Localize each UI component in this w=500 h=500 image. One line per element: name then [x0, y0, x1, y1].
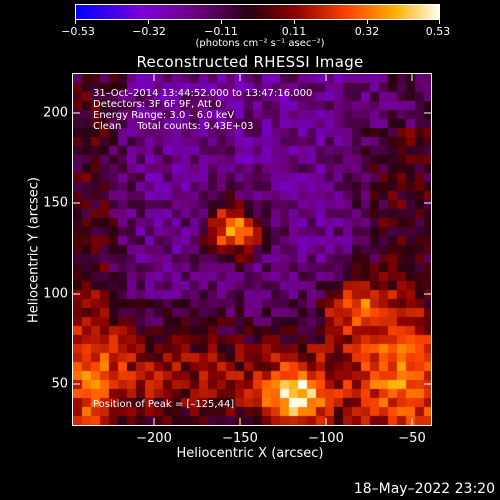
- colorbar-tick: [439, 20, 440, 24]
- colorbar: [75, 4, 440, 20]
- y-tick-label: 200: [43, 105, 68, 121]
- plot-title: Reconstructed RHESSI Image: [136, 53, 364, 71]
- colorbar-tick: [294, 20, 295, 24]
- info-time-range: 31–Oct–2014 13:44:52.000 to 13:47:16.000: [93, 88, 313, 99]
- heatmap-image: [73, 74, 431, 425]
- colorbar-tick-label: −0.32: [132, 25, 166, 38]
- info-detectors: Detectors: 3F 6F 9F, Att 0: [93, 99, 222, 110]
- x-tick-label: −50: [398, 431, 426, 446]
- colorbar-tick-label: −0.11: [204, 25, 238, 38]
- colorbar-tick: [148, 20, 149, 24]
- colorbar-tick-label: 0.32: [354, 25, 380, 38]
- colorbar-tick-label: −0.53: [61, 25, 95, 38]
- colorbar-units: (photons cm⁻² s⁻¹ asec⁻²): [195, 38, 325, 49]
- colorbar-tick: [75, 20, 76, 24]
- colorbar-tick-label: 0.53: [425, 25, 451, 38]
- x-tick-label: −100: [308, 431, 344, 446]
- peak-position: Position of Peak = [–125,44]: [93, 399, 235, 410]
- y-tick-label: 50: [51, 376, 68, 392]
- timestamp: 18–May–2022 23:20: [353, 481, 495, 497]
- info-clean-counts: Clean Total counts: 9.43E+03: [93, 121, 254, 132]
- x-axis-title: Heliocentric X (arcsec): [176, 446, 324, 461]
- y-tick-label: 100: [43, 286, 68, 302]
- colorbar-tick: [367, 20, 368, 24]
- y-tick-label: 150: [43, 195, 68, 211]
- colorbar-tick: [221, 20, 222, 24]
- plot-area: 31–Oct–2014 13:44:52.000 to 13:47:16.000…: [72, 73, 432, 426]
- x-tick-label: −200: [136, 431, 172, 446]
- x-tick-label: −150: [222, 431, 258, 446]
- info-energy-range: Energy Range: 3.0 – 6.0 keV: [93, 110, 235, 121]
- colorbar-tick-label: 0.11: [281, 25, 307, 38]
- y-axis-title: Heliocentric Y (arcsec): [26, 177, 42, 323]
